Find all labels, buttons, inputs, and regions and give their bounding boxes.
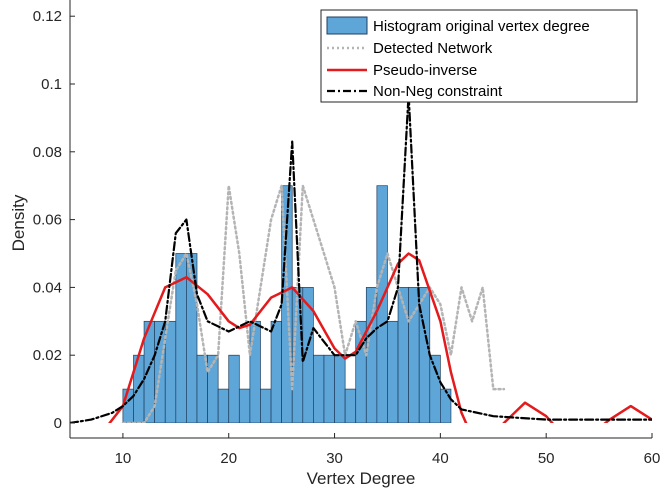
- ticks: 10 20 30 40 50 60 0 0.02 0.04 0.06 0.08 0.1 0.12: [33, 8, 661, 467]
- x-tick-label: 40: [432, 450, 449, 467]
- histogram-bar: [260, 388, 272, 423]
- histogram-bar: [387, 320, 399, 423]
- x-tick-label: 20: [220, 450, 237, 467]
- x-tick-label: 10: [115, 450, 132, 467]
- histogram-bar: [376, 185, 388, 423]
- y-tick-label: 0.12: [33, 8, 62, 25]
- legend-swatch-histogram: [326, 16, 368, 35]
- histogram-bar: [228, 354, 240, 423]
- legend-label-histogram: Histogram original vertex degree: [373, 18, 590, 35]
- histogram-bar: [122, 388, 134, 423]
- y-axis-title: Density: [9, 194, 28, 251]
- x-axis-title: Vertex Degree: [307, 469, 416, 488]
- legend-label-non-neg: Non-Neg constraint: [373, 83, 503, 100]
- series-line-detected-network: [121, 184, 506, 423]
- histogram-bar: [270, 320, 282, 423]
- series-line-pseudo-inverse: [108, 252, 652, 423]
- histogram-bar: [238, 388, 251, 423]
- axes: [69, 0, 652, 439]
- x-tick-label: 50: [538, 450, 555, 467]
- histogram-bar: [334, 354, 346, 423]
- histogram-bar: [365, 287, 378, 423]
- x-tick-label: 60: [644, 450, 661, 467]
- y-tick-label: 0.06: [33, 212, 62, 229]
- series-line-non-neg-constraint: [70, 93, 652, 423]
- histogram-bar: [440, 388, 452, 423]
- histogram-bar: [217, 388, 230, 423]
- y-tick-label: 0.08: [33, 144, 62, 161]
- y-tick-label: 0.04: [33, 279, 62, 296]
- histogram-bar: [323, 354, 335, 423]
- y-tick-label: 0.1: [41, 76, 62, 93]
- legend: Histogram original vertex degree Detecte…: [320, 9, 638, 103]
- x-tick-label: 30: [326, 450, 343, 467]
- legend-label-detected-network: Detected Network: [373, 40, 493, 57]
- legend-label-pseudo-inverse: Pseudo-inverse: [373, 62, 477, 79]
- y-tick-label: 0: [54, 415, 62, 432]
- histogram-bar: [249, 320, 261, 423]
- legend-box: [320, 9, 638, 103]
- y-tick-label: 0.02: [33, 347, 62, 364]
- series-lines: [70, 93, 652, 423]
- histogram-bar: [313, 354, 325, 423]
- histogram-bar: [344, 388, 357, 423]
- histogram-bar: [164, 320, 177, 423]
- histogram-bar: [429, 354, 441, 423]
